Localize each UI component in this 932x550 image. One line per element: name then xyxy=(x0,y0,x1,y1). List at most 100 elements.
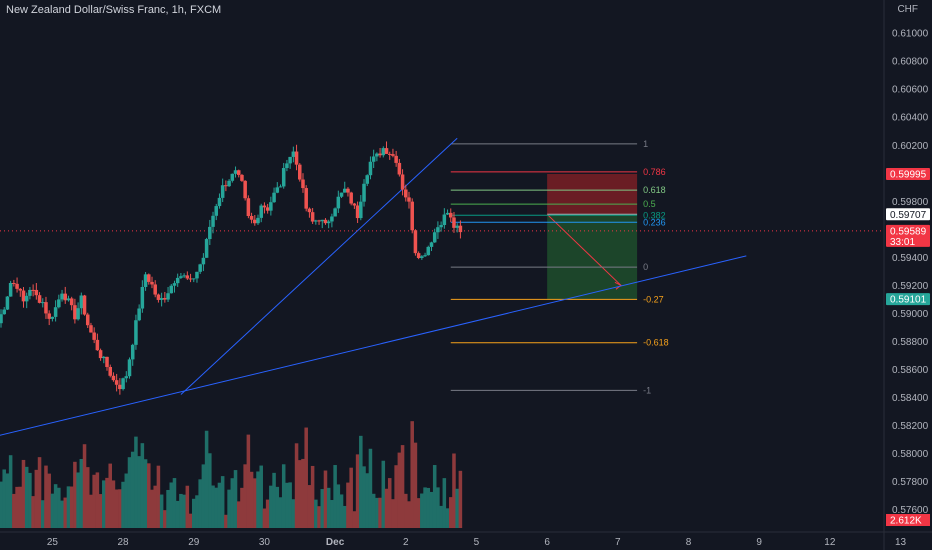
volume-bar xyxy=(365,473,370,528)
volume-bar xyxy=(79,458,84,528)
candle-body xyxy=(269,202,273,211)
volume-bar xyxy=(432,465,437,528)
fib-level-label: 0.382 xyxy=(643,210,666,220)
volume-bar xyxy=(259,465,263,528)
candle-body xyxy=(240,174,244,181)
candle-body xyxy=(182,275,186,277)
candle-body xyxy=(166,293,170,300)
candle-body xyxy=(407,197,411,202)
volume-bar xyxy=(391,499,395,528)
candle-body xyxy=(8,282,13,297)
volume-bar xyxy=(246,434,251,528)
candle-body xyxy=(426,246,431,256)
volume-bar xyxy=(57,487,61,528)
candle-body xyxy=(114,380,119,385)
candle-body xyxy=(256,217,260,224)
projection-arrow xyxy=(546,213,622,286)
stop-loss-zone xyxy=(547,173,638,215)
volume-bar xyxy=(458,470,463,528)
volume-bar xyxy=(153,485,157,528)
y-tick-label: 0.58800 xyxy=(892,337,929,348)
projection-arrowhead xyxy=(614,281,622,290)
volume-bar xyxy=(326,487,331,528)
candle-body xyxy=(5,296,10,310)
x-tick-label: 2 xyxy=(403,537,409,548)
volume-bar xyxy=(400,445,405,528)
volume-bar xyxy=(423,487,427,528)
candle-body xyxy=(0,314,3,324)
candle-body xyxy=(66,298,71,301)
volume-bar xyxy=(188,513,193,528)
volume-bar xyxy=(298,460,302,528)
volume-bar xyxy=(185,485,190,528)
candle-body xyxy=(50,316,55,319)
volume-bar xyxy=(217,482,222,528)
volume-bar xyxy=(114,489,119,528)
volume-bar xyxy=(355,454,360,528)
volume-bar xyxy=(407,501,411,528)
volume-bar xyxy=(240,487,244,528)
candle-body xyxy=(413,230,418,254)
entry-price-tag-text: 0.59707 xyxy=(890,210,927,221)
candle-body xyxy=(371,156,376,162)
candle-body xyxy=(28,289,32,296)
candle-body xyxy=(307,208,312,213)
volume-bar xyxy=(233,470,238,528)
volume-bar xyxy=(375,497,379,528)
candle-body xyxy=(359,201,363,219)
candle-body xyxy=(336,196,341,209)
volume-bar xyxy=(249,471,254,528)
candle-body xyxy=(127,359,132,377)
volume-bar xyxy=(262,508,267,528)
candle-body xyxy=(285,163,289,169)
volume-tag xyxy=(886,514,930,526)
volume-bar xyxy=(98,494,103,528)
candle-body xyxy=(79,295,84,309)
volume-bar xyxy=(169,482,174,528)
volume-bar xyxy=(336,484,341,528)
volume-bar xyxy=(394,465,398,528)
volume-bar xyxy=(76,472,80,528)
volume-bar xyxy=(82,444,87,528)
volume-bar xyxy=(60,500,64,528)
volume-bar xyxy=(272,472,276,528)
volume-bar xyxy=(378,497,382,528)
x-tick-label: 12 xyxy=(824,537,836,548)
volume-bar xyxy=(342,505,347,528)
volume-bar xyxy=(2,469,6,528)
candle-body xyxy=(458,225,463,233)
volume-bar xyxy=(40,500,45,528)
candle-body xyxy=(105,356,109,367)
candle-body xyxy=(76,308,80,320)
volume-bar xyxy=(214,487,219,528)
target-price-tag-text: 0.59101 xyxy=(890,295,927,306)
y-tick-label: 0.60200 xyxy=(892,141,929,152)
candle-body xyxy=(439,225,443,228)
candle-body xyxy=(236,170,241,175)
candle-body xyxy=(391,154,395,156)
volume-bar xyxy=(124,473,129,528)
volume-bar xyxy=(227,489,231,528)
volume-bar xyxy=(121,481,125,528)
volume-bar xyxy=(236,501,241,528)
volume-bar xyxy=(317,506,321,528)
volume-tag-text: 2.612K xyxy=(890,516,922,527)
candle-body xyxy=(31,289,35,291)
candle-body xyxy=(362,183,366,202)
volume-bar xyxy=(63,497,68,528)
volume-bar xyxy=(439,505,443,528)
volume-bar xyxy=(69,486,74,528)
volume-bar xyxy=(159,494,164,528)
candle-body xyxy=(95,339,100,351)
volume-bar xyxy=(301,458,305,528)
candle-body xyxy=(169,285,174,294)
candle-body xyxy=(375,153,379,157)
volume-bar xyxy=(445,508,450,528)
volume-bar xyxy=(47,473,51,528)
volume-bar xyxy=(21,459,26,528)
candle-body xyxy=(24,295,29,302)
volume-bar xyxy=(452,453,456,528)
candle-body xyxy=(320,219,325,222)
volume-bar xyxy=(243,464,247,528)
